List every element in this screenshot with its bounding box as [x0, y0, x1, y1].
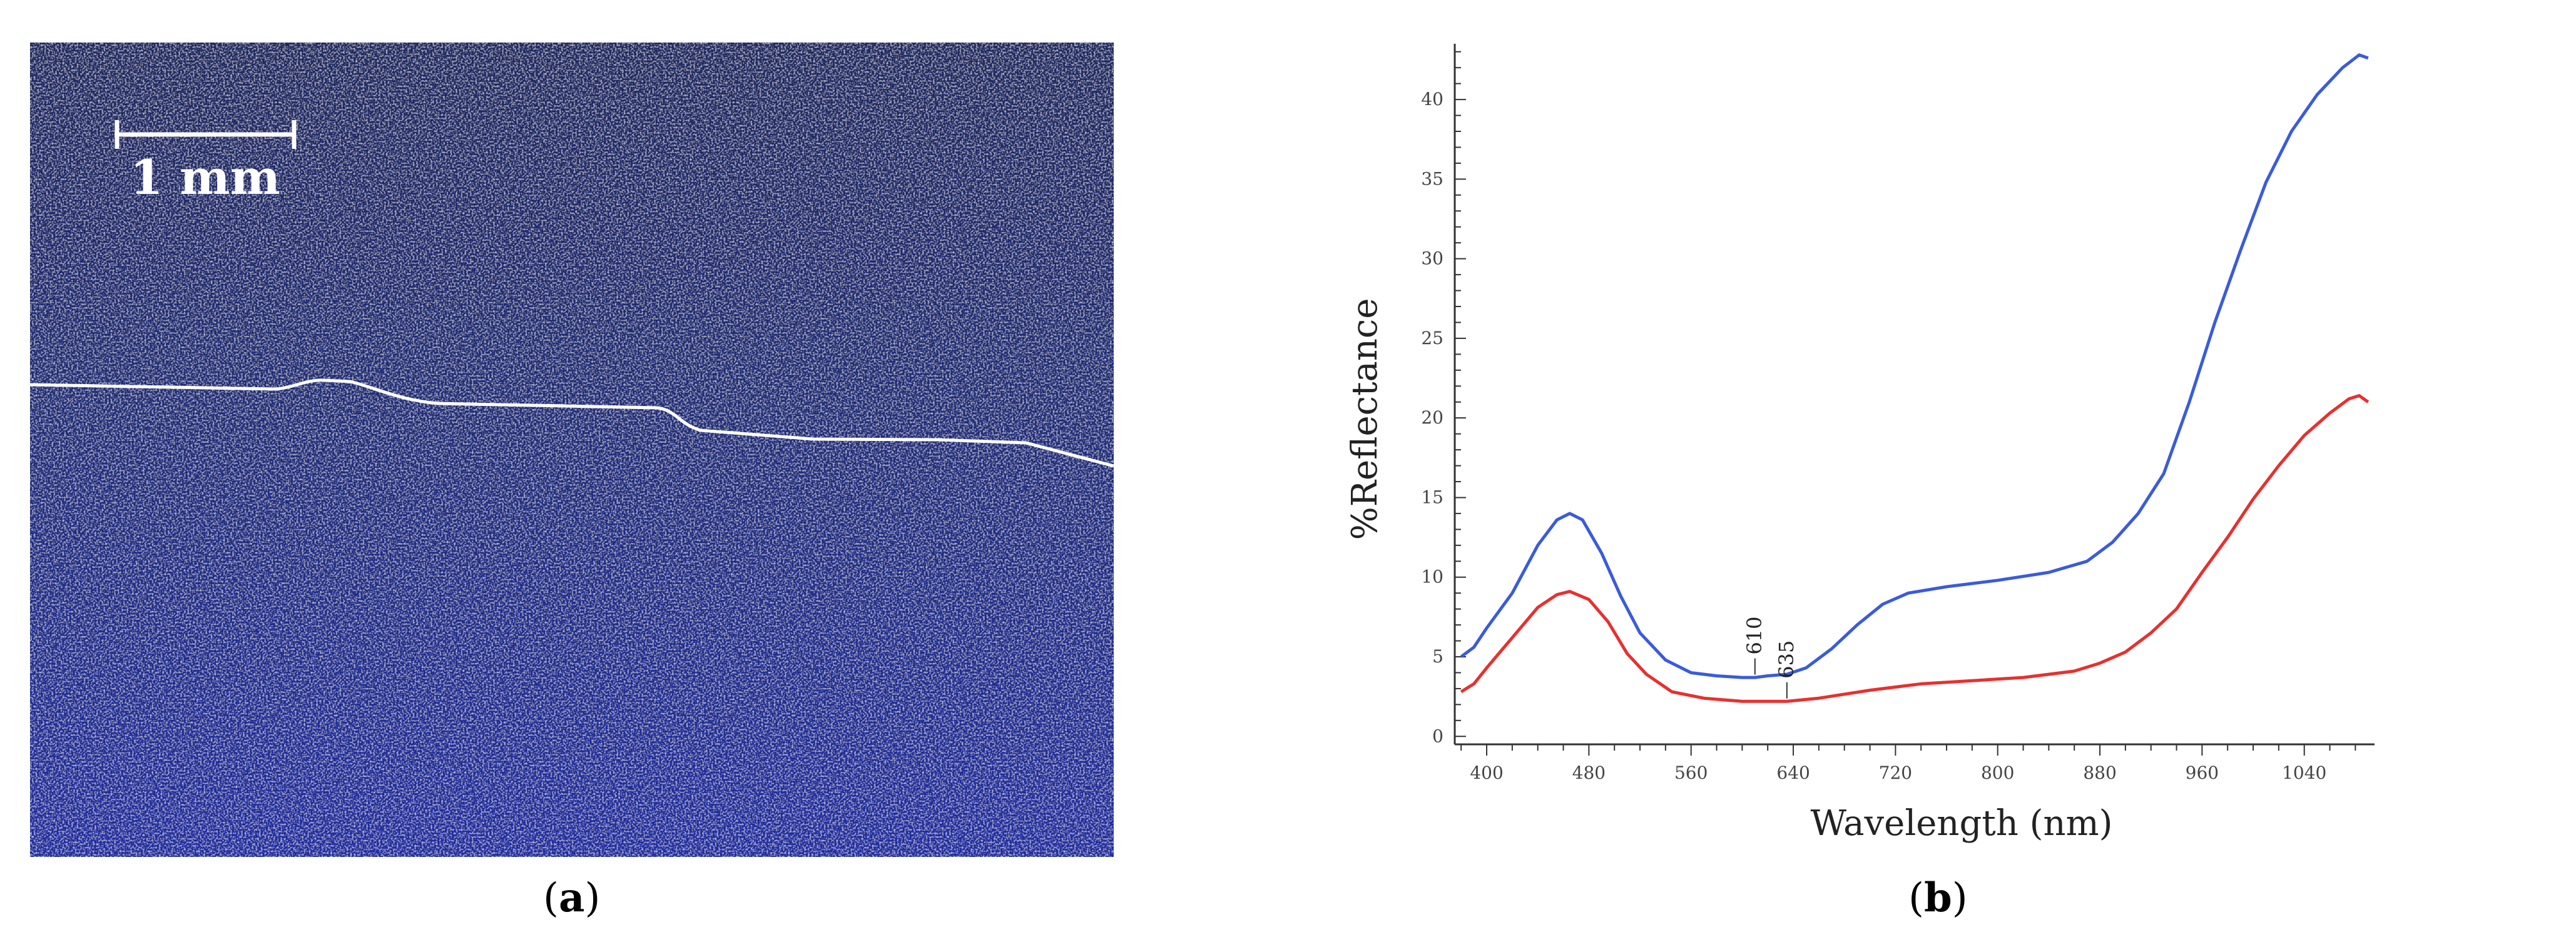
- chart-series: [1460, 53, 2370, 703]
- x-tick-label: 800: [1981, 762, 2014, 783]
- boundary-line: [29, 378, 1114, 468]
- y-tick-label: 5: [1432, 646, 1443, 667]
- y-tick-label: 40: [1421, 89, 1443, 109]
- y-axis-label: %Reflectance: [1345, 298, 1385, 540]
- y-tick-label: 0: [1432, 726, 1443, 746]
- x-axis-label: Wavelength (nm): [1810, 803, 2112, 844]
- scale-bar: [115, 120, 297, 149]
- scale-bar-label: 1 mm: [130, 149, 280, 205]
- annotation-label: 635: [1774, 641, 1798, 679]
- panel-label-b: (b): [1908, 874, 1968, 921]
- blue-reflectance-curve: [1460, 53, 2369, 679]
- red-reflectance-curve: [1460, 394, 2370, 703]
- x-tick-label: 480: [1572, 762, 1606, 783]
- y-tick-label: 15: [1421, 487, 1443, 507]
- x-tick-label: 1040: [2282, 762, 2326, 783]
- y-axis: 0 5 10 15 20 25 30 35 40: [1421, 44, 1466, 746]
- micrograph-image: [30, 43, 1114, 857]
- x-axis: 400 480 560 640 720 800 880 960 1040: [1455, 743, 2375, 783]
- chart-annotations: 610 635: [1743, 616, 1798, 699]
- y-tick-label: 35: [1421, 168, 1443, 189]
- annotation-label: 610: [1743, 616, 1766, 654]
- y-tick-label: 10: [1421, 567, 1443, 587]
- y-tick-label: 20: [1421, 407, 1443, 428]
- x-tick-label: 720: [1879, 762, 1912, 783]
- y-tick-label: 30: [1421, 248, 1443, 269]
- x-tick-label: 880: [2083, 762, 2116, 783]
- x-tick-label: 960: [2186, 762, 2219, 783]
- x-tick-label: 400: [1470, 762, 1503, 783]
- x-tick-label: 640: [1776, 762, 1810, 783]
- panel-label-a: (a): [543, 874, 601, 921]
- y-tick-label: 25: [1421, 328, 1443, 348]
- x-tick-label: 560: [1674, 762, 1708, 783]
